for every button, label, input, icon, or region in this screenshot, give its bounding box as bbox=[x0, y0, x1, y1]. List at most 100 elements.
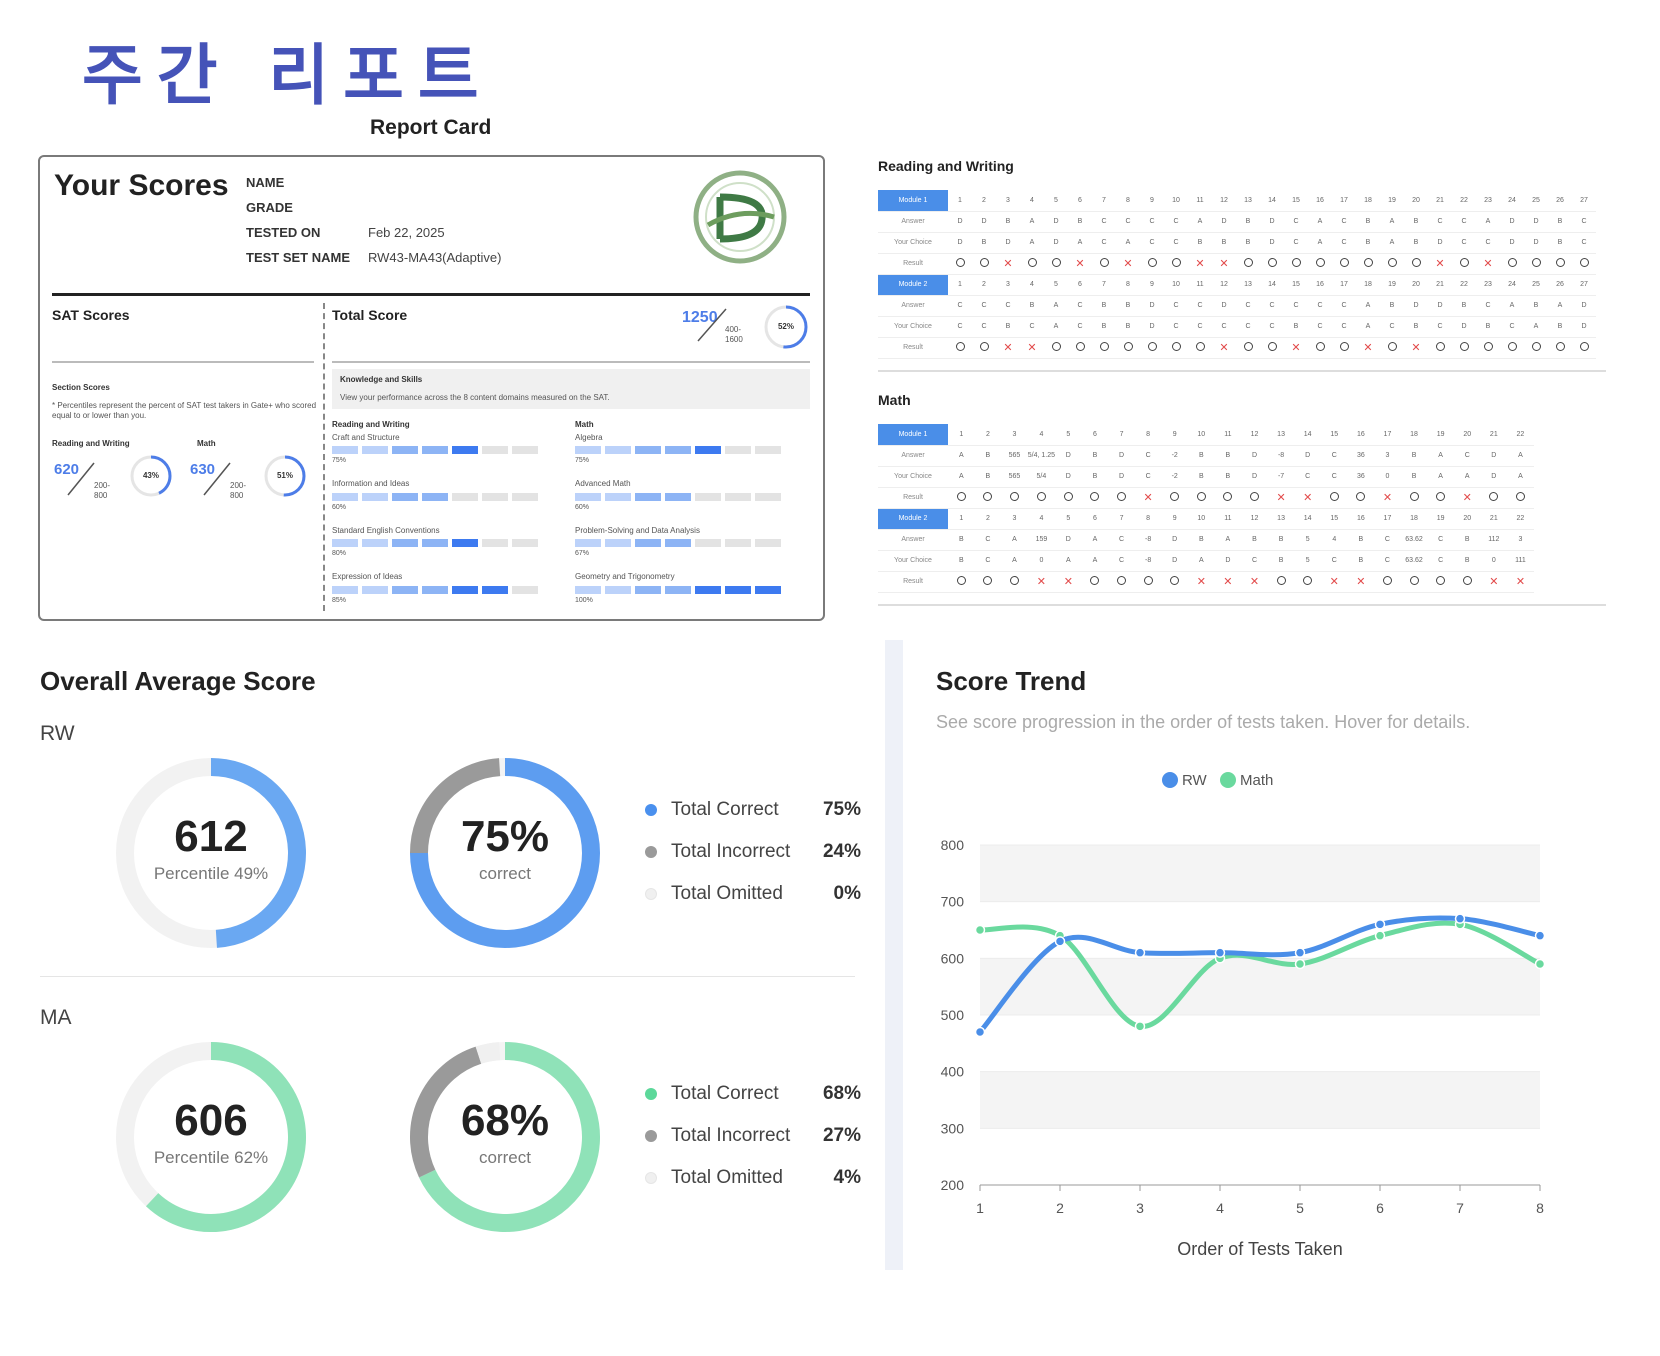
data-point-rw[interactable] bbox=[1454, 913, 1466, 924]
data-point-rw[interactable] bbox=[1214, 947, 1226, 958]
math-grid-title: Math bbox=[878, 392, 911, 408]
answer-cell: 3 bbox=[1507, 529, 1534, 551]
answer-cell: D bbox=[1572, 295, 1596, 317]
wrong-mark-icon: ✕ bbox=[1195, 258, 1205, 270]
wrong-mark-icon: ✕ bbox=[1515, 576, 1526, 588]
result-cell bbox=[1356, 253, 1380, 275]
score-trend-chart[interactable]: 200 300 400 500 600 700 800 1 2 3 4 5 6 7 8 Order of Te… bbox=[920, 760, 1560, 1260]
grid-band bbox=[980, 1128, 1540, 1185]
rw-percentile-donut bbox=[116, 758, 306, 948]
result-cell: ✕ bbox=[1476, 253, 1500, 275]
grid-row: Result ✕ ✕ ✕ ✕ ✕ ✕ bbox=[878, 337, 1596, 359]
ks-math-title: Math bbox=[575, 420, 594, 429]
field-label: GRADE bbox=[246, 200, 293, 215]
legend-swatch-rw bbox=[1162, 772, 1178, 788]
data-point-math[interactable] bbox=[1534, 958, 1546, 970]
skill-bar-segment bbox=[392, 492, 418, 501]
correct-mark-icon bbox=[1063, 492, 1073, 501]
x-tick-label: 4 bbox=[1216, 1200, 1224, 1216]
slash-icon bbox=[67, 462, 95, 496]
result-cell bbox=[1427, 571, 1454, 593]
choice-cell: D bbox=[1480, 466, 1508, 488]
answer-cell: B bbox=[1068, 211, 1092, 233]
skill-bar-segment bbox=[635, 539, 661, 548]
legend-label-rw: RW bbox=[1182, 772, 1208, 789]
question-number: 7 bbox=[1092, 190, 1116, 212]
result-cell bbox=[1374, 571, 1401, 593]
question-number: 21 bbox=[1480, 424, 1508, 446]
math-percent: 51% bbox=[276, 471, 293, 480]
skill-percent: 75% bbox=[332, 457, 347, 465]
skill-bar-segment bbox=[452, 585, 478, 594]
y-tick-label: 600 bbox=[941, 950, 965, 966]
data-point-math[interactable] bbox=[974, 924, 986, 936]
result-cell: ✕ bbox=[1188, 571, 1215, 593]
result-cell bbox=[1134, 571, 1162, 593]
data-point-rw[interactable] bbox=[1294, 947, 1306, 958]
data-point-math[interactable] bbox=[1134, 1021, 1146, 1032]
grid-row: Result ✕ ✕ ✕ ✕ ✕ bbox=[878, 487, 1534, 509]
correct-mark-icon bbox=[1075, 342, 1085, 351]
row-label: Answer bbox=[878, 211, 948, 233]
correct-mark-icon bbox=[1579, 342, 1589, 351]
skill-domain: Geometry and Trigonometry 100% bbox=[575, 572, 805, 604]
skill-percent: 85% bbox=[332, 596, 347, 604]
result-cell: ✕ bbox=[1428, 253, 1452, 275]
field-label: TESTED ON bbox=[246, 225, 321, 240]
data-point-rw[interactable] bbox=[974, 1026, 986, 1038]
choice-cell: A bbox=[1524, 316, 1548, 338]
data-point-rw[interactable] bbox=[1054, 936, 1066, 947]
report-card: Your Scores NAME GRADE TESTED ON Feb 22, 20… bbox=[38, 155, 825, 621]
skill-bar-segment bbox=[482, 585, 508, 594]
omitted-dot-icon bbox=[645, 1172, 657, 1184]
skill-bar-segment bbox=[392, 446, 418, 455]
result-cell bbox=[1260, 337, 1284, 359]
answer-cell: D bbox=[1524, 211, 1548, 233]
total-score-label: Total Score bbox=[332, 307, 408, 323]
answer-cell: B bbox=[1452, 295, 1476, 317]
skill-percent: 60% bbox=[575, 503, 590, 511]
answer-cell: D bbox=[1294, 445, 1321, 467]
choice-cell: D bbox=[996, 232, 1020, 254]
skill-bar-segment bbox=[482, 446, 508, 455]
data-point-math[interactable] bbox=[1294, 958, 1306, 970]
choice-cell: C bbox=[1332, 232, 1356, 254]
answer-cell: C bbox=[1260, 295, 1284, 317]
correct-mark-icon bbox=[1051, 258, 1061, 267]
question-number: 17 bbox=[1374, 508, 1401, 530]
question-number: 3 bbox=[996, 274, 1020, 296]
trend-subtitle: See score progression in the order of te… bbox=[936, 712, 1471, 732]
result-cell bbox=[1572, 253, 1596, 275]
overall-title: Overall Average Score bbox=[40, 666, 316, 696]
question-number: 8 bbox=[1134, 508, 1162, 530]
choice-cell: C bbox=[1164, 316, 1188, 338]
rw-correct-center: 75% correct bbox=[405, 812, 605, 884]
answer-cell: A bbox=[948, 445, 975, 467]
ma-correct-word: correct bbox=[479, 1148, 531, 1167]
data-point-rw[interactable] bbox=[1534, 930, 1546, 941]
answer-cell: B bbox=[1092, 295, 1116, 317]
skill-name: Standard English Conventions bbox=[332, 525, 440, 535]
data-point-rw[interactable] bbox=[1134, 947, 1146, 958]
choice-cell: A bbox=[1055, 550, 1082, 572]
question-number: 2 bbox=[972, 190, 996, 212]
y-tick-label: 400 bbox=[941, 1064, 965, 1080]
legend-value: 4% bbox=[833, 1167, 861, 1188]
row-label: Result bbox=[878, 487, 948, 509]
row-label: Answer bbox=[878, 445, 948, 467]
choice-cell: -7 bbox=[1267, 466, 1295, 488]
skill-bar-segment bbox=[605, 446, 631, 455]
incorrect-dot-icon bbox=[645, 846, 657, 858]
data-point-rw[interactable] bbox=[1374, 919, 1386, 930]
ks-title: Knowledge and Skills bbox=[340, 375, 423, 384]
answer-cell: -8 bbox=[1134, 529, 1162, 551]
choice-cell: B bbox=[1404, 316, 1428, 338]
correct-mark-icon bbox=[1147, 258, 1157, 267]
choice-cell: A bbox=[1427, 466, 1454, 488]
question-number: 13 bbox=[1267, 424, 1295, 446]
page-title: 주간 리포트 bbox=[82, 37, 493, 114]
data-point-math[interactable] bbox=[1374, 930, 1386, 941]
question-number: 8 bbox=[1116, 274, 1140, 296]
correct-mark-icon bbox=[1339, 342, 1349, 351]
grid-row: Your Choice B C A 0 A A C -8 D A D C B 5 C B C 63.62 C B 0 111 bbox=[878, 550, 1534, 572]
